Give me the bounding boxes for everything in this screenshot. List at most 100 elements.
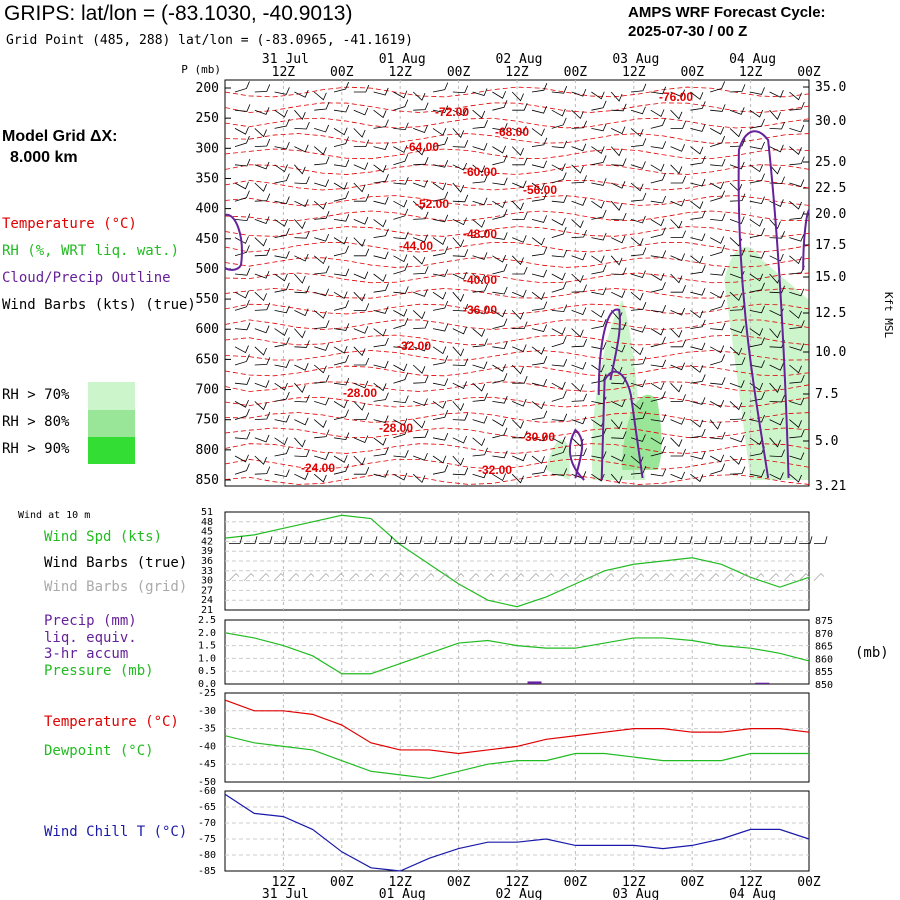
wind-barb: [690, 342, 706, 351]
wind-barb: [709, 419, 722, 430]
wind-barb-10m: [784, 536, 798, 544]
wind-barb: [353, 128, 366, 138]
wind-barb-grid: [798, 573, 810, 581]
wind-barb: [472, 273, 486, 283]
wind-barb: [274, 251, 290, 259]
wind-barb: [432, 410, 449, 420]
wind-barb: [234, 126, 249, 135]
wind-barb: [254, 161, 270, 170]
wind-barb: [650, 414, 667, 422]
pressure-tick-label: 550: [196, 292, 219, 307]
wind-barb: [314, 156, 330, 166]
wind-barb: [591, 287, 607, 296]
wind-barb: [492, 373, 508, 384]
wind-barb: [531, 356, 548, 366]
wind-barb: [571, 382, 584, 393]
wind-barb: [432, 191, 449, 202]
wind-barb: [353, 455, 366, 466]
wind-speed-line: [224, 514, 810, 608]
temperature-contour-label: -48.00: [463, 227, 497, 241]
wind-barb: [630, 346, 644, 356]
wind-barb-10m: [559, 536, 573, 544]
wind-barb: [789, 233, 805, 242]
wind-barb: [333, 464, 349, 475]
wind-barb: [432, 300, 449, 311]
wind-barb: [531, 455, 545, 464]
wind-barb: [571, 164, 584, 174]
wind-barb: [729, 216, 745, 225]
wind-barb-10m: [589, 536, 603, 544]
wind-speed-tick-label: 21: [201, 605, 213, 616]
wind-barb: [492, 91, 506, 99]
wind-barb: [670, 164, 683, 175]
wind-barb-10m: [529, 536, 543, 544]
wind-barb: [274, 219, 288, 227]
wind-barb: [630, 356, 647, 366]
temperature-tick-label: -35: [198, 724, 216, 735]
wind-barb: [452, 85, 469, 94]
wind-barb: [333, 345, 348, 354]
wind-barb: [412, 146, 426, 156]
temperature-contour: [224, 257, 810, 268]
wind-barb: [254, 380, 270, 388]
date-tick-label-bottom: 03 Aug: [612, 887, 659, 900]
pressure-tick-label-right: 855: [815, 667, 833, 678]
precip-tick-label: 1.5: [198, 641, 216, 652]
wind-barb: [492, 154, 508, 166]
wind-barb: [314, 211, 330, 220]
wind-barb: [690, 146, 704, 155]
wind-barb: [333, 323, 350, 331]
wind-barb: [690, 319, 706, 329]
wind-barb: [531, 237, 545, 246]
wind-barb: [393, 372, 409, 384]
wind-barb: [393, 90, 408, 99]
wind-barb: [591, 319, 607, 329]
wind-barb: [472, 470, 488, 479]
wind-barb: [432, 128, 447, 136]
wind-barb: [413, 125, 428, 134]
wind-barb-10m: [679, 536, 693, 544]
wind-barb: [472, 447, 488, 457]
wind-barb: [512, 235, 527, 243]
wind-barb: [294, 382, 306, 393]
wind-barb: [789, 374, 805, 384]
wind-barb: [274, 118, 290, 129]
wind-barb: [512, 289, 527, 298]
wind-barb: [650, 250, 667, 259]
wind-barb: [333, 104, 350, 113]
wind-barb: [789, 343, 805, 351]
rh-key-70-label: RH > 70%: [2, 387, 70, 403]
wind-barb-10m: [364, 536, 378, 544]
time-tick-label: 12Z: [622, 65, 646, 80]
temperature-contour: [224, 474, 810, 485]
wind-barb: [413, 398, 428, 407]
temperature-contour: [224, 396, 810, 408]
temperature-contour: [224, 117, 810, 129]
temperature-contour: [224, 210, 810, 221]
wind-barb: [512, 212, 528, 220]
height-tick-label: 25.0: [815, 155, 846, 170]
wind-barb: [294, 109, 306, 120]
wind-barb: [690, 155, 706, 166]
rh-key-90-swatch: [88, 437, 135, 464]
wind-barb: [333, 245, 349, 257]
wind-barb-grid: [363, 573, 375, 581]
wind-barb: [254, 357, 271, 366]
wind-barb: [234, 463, 250, 475]
wind-barb: [670, 394, 686, 402]
wind-barb: [650, 359, 667, 368]
wind-barb: [749, 469, 765, 478]
wind-barb: [234, 236, 249, 244]
wind-barb: [452, 326, 467, 335]
wind-barb: [373, 109, 387, 119]
wind-barb: [373, 273, 387, 282]
wind-barb: [294, 328, 306, 339]
time-tick-label: 12Z: [388, 65, 412, 80]
wind-barb: [393, 427, 409, 439]
wind-barb: [353, 237, 366, 247]
wind-barb: [353, 107, 369, 116]
wind-barb: [789, 211, 805, 220]
wind-barb: [274, 437, 288, 446]
wind-barb: [531, 301, 548, 311]
wind-barb: [452, 381, 467, 389]
